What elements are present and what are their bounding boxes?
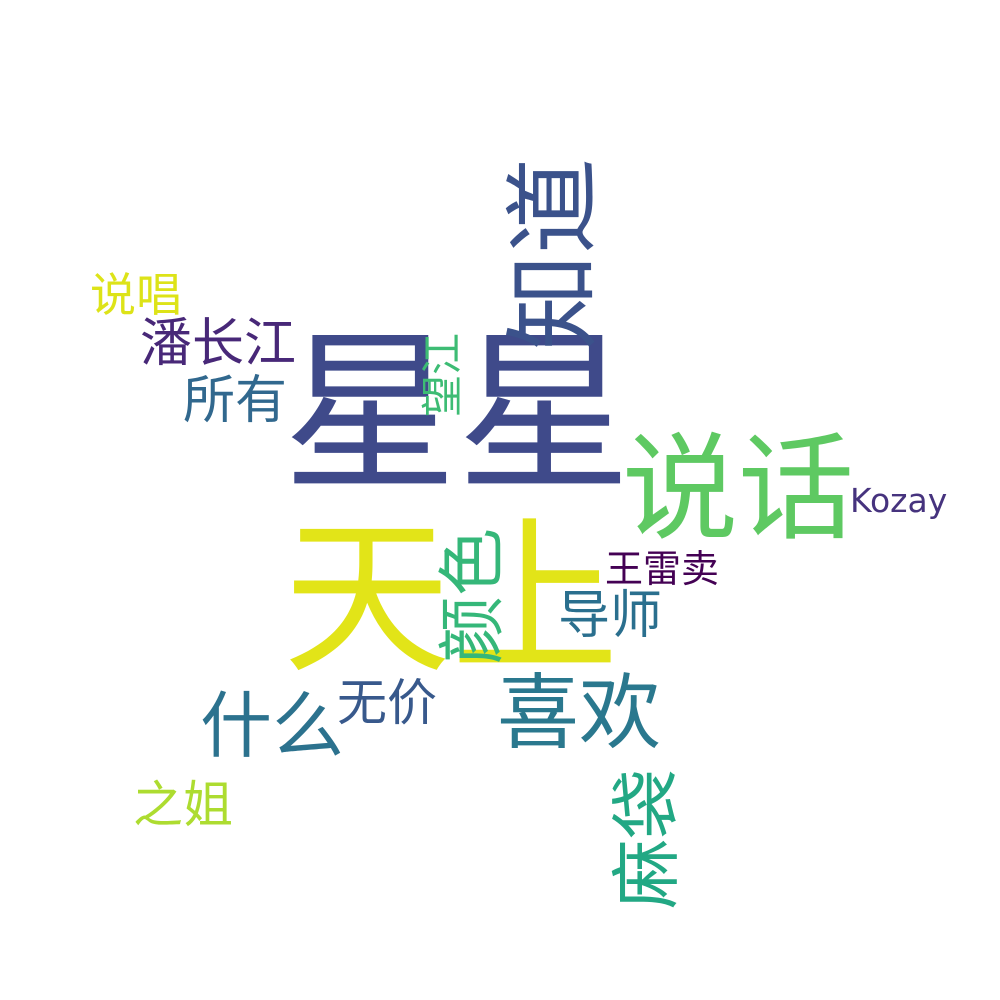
word-wujia: 无价: [337, 674, 437, 732]
word-daoshi: 导师: [558, 586, 663, 646]
word-xingxing: 星星: [283, 313, 632, 516]
word-panchangjiang: 潘长江: [140, 314, 297, 374]
word-mabao: 麻袋: [606, 769, 688, 909]
word-tianshang: 天上: [283, 501, 619, 697]
word-wangjiang: 望江: [418, 332, 467, 417]
word-wangleimai: 王雷卖: [605, 547, 720, 591]
word-shuohua: 说话: [622, 422, 854, 557]
word-shuochang: 说唱: [90, 268, 182, 322]
word-shenme: 什么: [200, 684, 345, 768]
word-suoyou: 所有: [183, 371, 288, 431]
word-kozay: Kozay: [850, 481, 948, 520]
word-zhijie: 之姐: [133, 776, 233, 834]
word-zhidao: 知道: [498, 158, 610, 350]
word-yanse: 颜色: [434, 527, 513, 664]
word-xihuan: 喜欢: [497, 666, 662, 761]
